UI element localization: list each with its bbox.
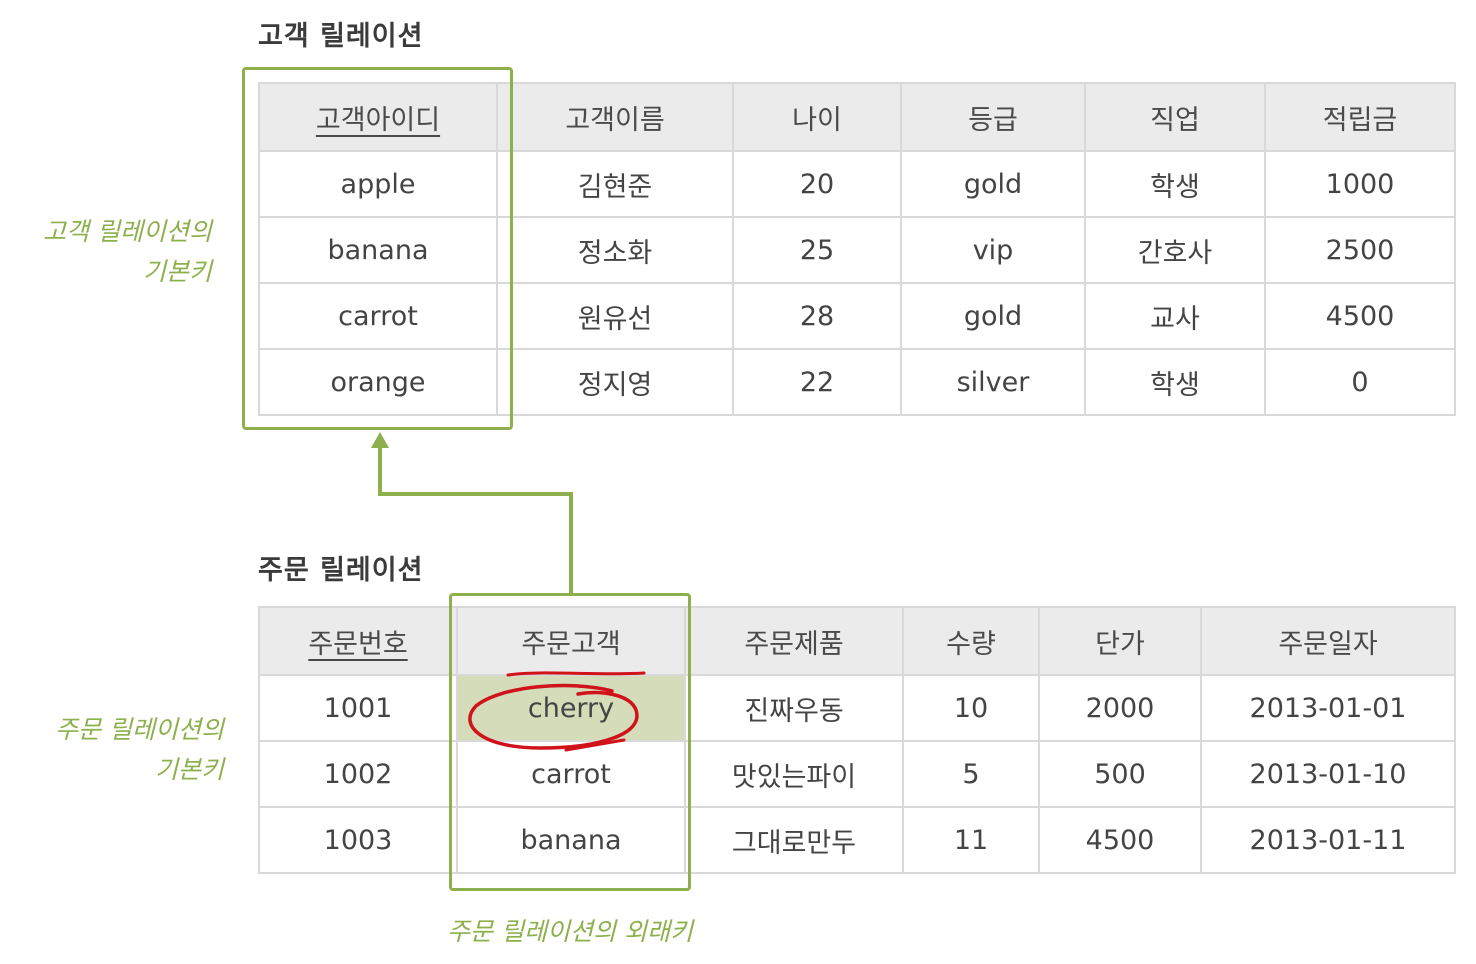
table-row: carrot 원유선 28 gold 교사 4500 — [258, 282, 1456, 350]
table-row: apple 김현준 20 gold 학생 1000 — [258, 150, 1456, 218]
column-header-quantity: 수량 — [902, 606, 1040, 676]
table-cell: 간호사 — [1084, 216, 1266, 284]
table-row: banana 정소화 25 vip 간호사 2500 — [258, 216, 1456, 284]
table-cell: 4500 — [1264, 282, 1456, 350]
table-header-row: 고객아이디 고객이름 나이 등급 직업 적립금 — [258, 82, 1456, 152]
table-cell: 0 — [1264, 348, 1456, 416]
order-foreign-key-annotation: 주문 릴레이션의 외래키 — [447, 917, 693, 946]
column-header-order-number: 주문번호 — [258, 606, 458, 676]
table-cell: 학생 — [1084, 348, 1266, 416]
table-cell: 1000 — [1264, 150, 1456, 218]
order-relation-title: 주문 릴레이션 — [258, 555, 424, 586]
table-cell: 원유선 — [496, 282, 734, 350]
customer-relation-title: 고객 릴레이션 — [258, 21, 424, 52]
table-cell: 2013-01-01 — [1200, 674, 1456, 742]
table-cell: 1001 — [258, 674, 458, 742]
column-header-order-date: 주문일자 — [1200, 606, 1456, 676]
table-cell: 25 — [732, 216, 902, 284]
column-header-points: 적립금 — [1264, 82, 1456, 152]
order-primary-key-annotation: 주문 릴레이션의 기본키 — [20, 710, 224, 790]
column-header-age: 나이 — [732, 82, 902, 152]
customer-relation-table: 고객아이디 고객이름 나이 등급 직업 적립금 apple 김현준 20 gol… — [258, 82, 1456, 416]
table-row: 1002 carrot 맛있는파이 5 500 2013-01-10 — [258, 740, 1456, 808]
annotation-line: 고객 릴레이션의 — [43, 217, 212, 246]
annotation-line: 기본키 — [142, 257, 212, 286]
customer-primary-key-annotation: 고객 릴레이션의 기본키 — [14, 212, 212, 292]
table-cell: 20 — [732, 150, 902, 218]
table-cell: 28 — [732, 282, 902, 350]
customer-primary-key-highlight-box — [242, 67, 513, 430]
column-header-unit-price: 단가 — [1038, 606, 1202, 676]
column-header-grade: 등급 — [900, 82, 1086, 152]
table-cell: 1002 — [258, 740, 458, 808]
column-header-order-customer: 주문고객 — [456, 606, 686, 676]
table-cell: carrot — [258, 282, 498, 350]
table-cell: 2013-01-11 — [1200, 806, 1456, 874]
table-cell: 2013-01-10 — [1200, 740, 1456, 808]
arrow-head-icon — [371, 432, 389, 448]
order-foreign-key-highlight-box — [449, 593, 691, 891]
table-cell: banana — [258, 216, 498, 284]
order-relation-table: 주문번호 주문고객 주문제품 수량 단가 주문일자 1001 cherry 진짜… — [258, 606, 1456, 874]
table-cell: 22 — [732, 348, 902, 416]
annotation-line: 주문 릴레이션의 — [55, 715, 224, 744]
table-cell: 2500 — [1264, 216, 1456, 284]
annotation-line: 기본키 — [154, 755, 224, 784]
table-cell: 그대로만두 — [684, 806, 904, 874]
table-cell: 학생 — [1084, 150, 1266, 218]
table-cell: vip — [900, 216, 1086, 284]
table-cell: banana — [456, 806, 686, 874]
column-header-customer-id: 고객아이디 — [258, 82, 498, 152]
table-cell: 정소화 — [496, 216, 734, 284]
table-cell: 11 — [902, 806, 1040, 874]
table-row: 1003 banana 그대로만두 11 4500 2013-01-11 — [258, 806, 1456, 874]
table-cell: 4500 — [1038, 806, 1202, 874]
table-cell: 맛있는파이 — [684, 740, 904, 808]
table-cell: 김현준 — [496, 150, 734, 218]
table-cell: 1003 — [258, 806, 458, 874]
column-header-order-product: 주문제품 — [684, 606, 904, 676]
column-header-customer-name: 고객이름 — [496, 82, 734, 152]
table-cell: 진짜우동 — [684, 674, 904, 742]
table-cell: silver — [900, 348, 1086, 416]
table-cell: 정지영 — [496, 348, 734, 416]
table-cell: apple — [258, 150, 498, 218]
table-cell: 10 — [902, 674, 1040, 742]
table-row: orange 정지영 22 silver 학생 0 — [258, 348, 1456, 416]
table-cell: 2000 — [1038, 674, 1202, 742]
table-cell: 500 — [1038, 740, 1202, 808]
table-row: 1001 cherry 진짜우동 10 2000 2013-01-01 — [258, 674, 1456, 742]
table-cell: 5 — [902, 740, 1040, 808]
table-cell: orange — [258, 348, 498, 416]
column-header-job: 직업 — [1084, 82, 1266, 152]
table-header-row: 주문번호 주문고객 주문제품 수량 단가 주문일자 — [258, 606, 1456, 676]
table-cell: gold — [900, 282, 1086, 350]
table-cell: gold — [900, 150, 1086, 218]
table-cell: 교사 — [1084, 282, 1266, 350]
